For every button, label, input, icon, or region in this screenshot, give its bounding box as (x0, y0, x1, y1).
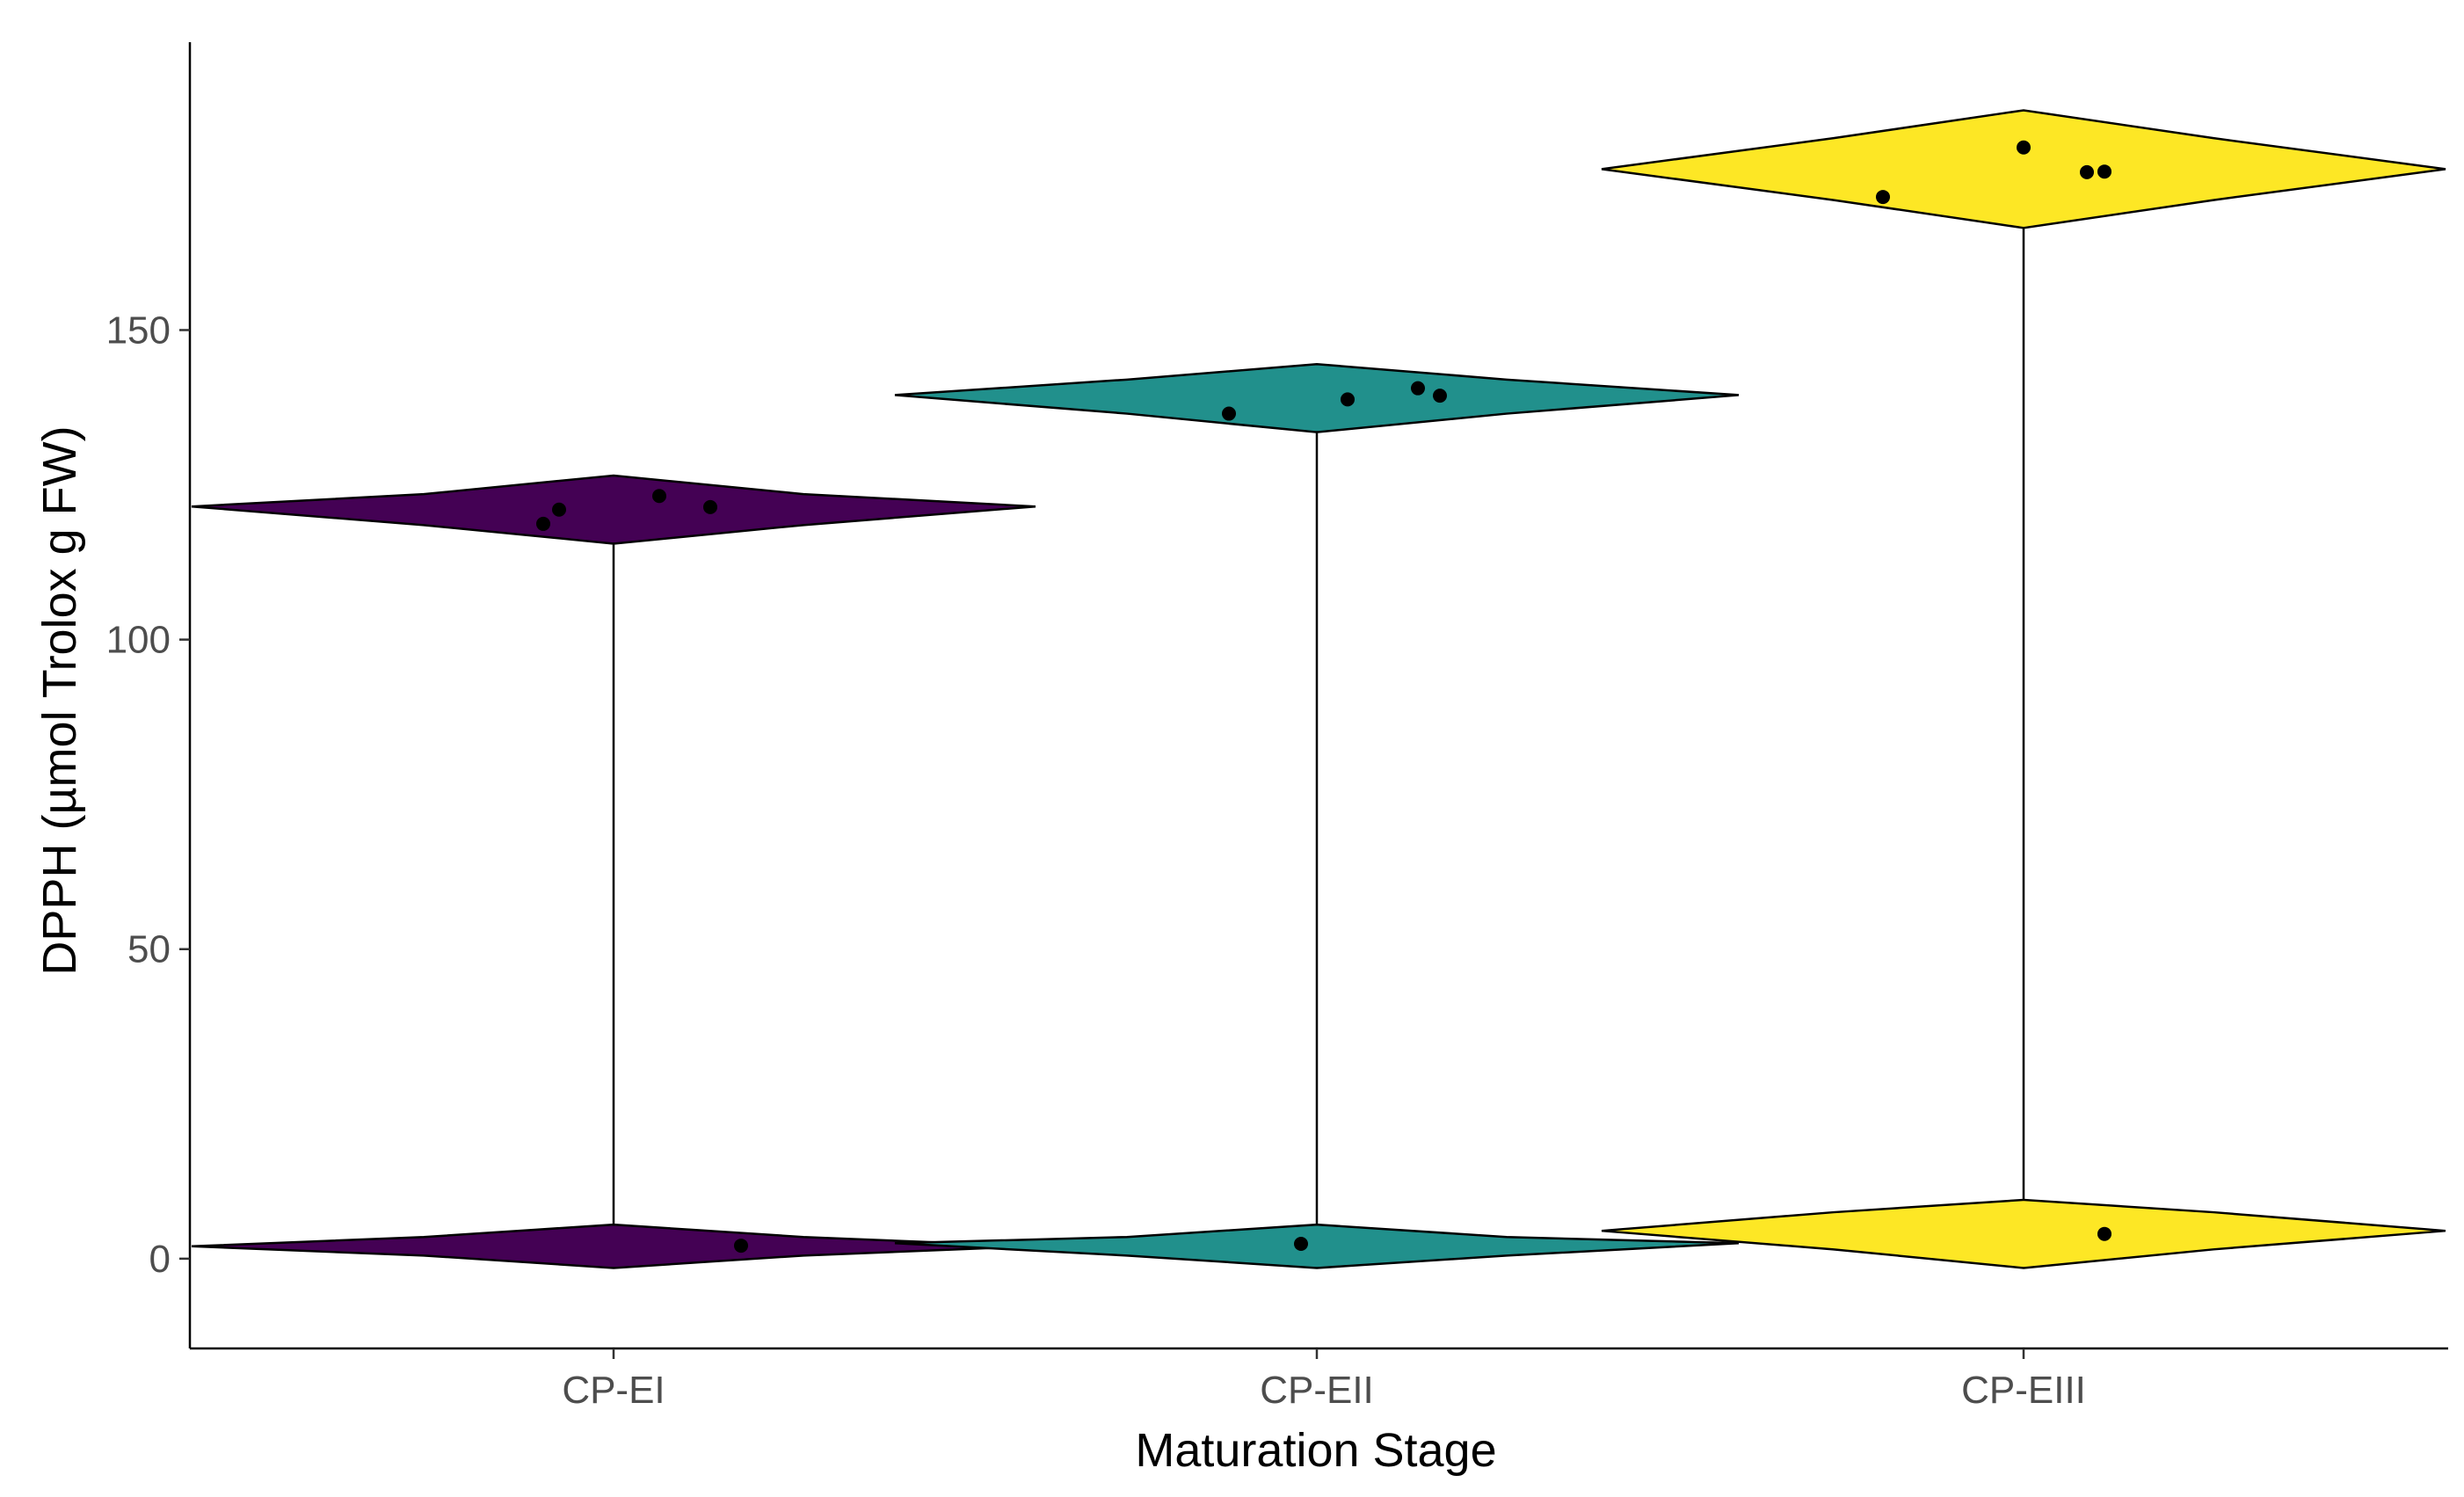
data-point (734, 1239, 748, 1254)
violin-cp-eiii (1601, 109, 2446, 1269)
data-point (2017, 140, 2031, 155)
x-tick-label: CP-EII (1260, 1369, 1374, 1412)
data-point (1222, 406, 1236, 421)
data-point (1876, 190, 1890, 205)
data-point (2097, 1226, 2111, 1241)
x-axis-title: Maturation Stage (1135, 1424, 1496, 1477)
y-axis-ticks: 0 50 100 150 (106, 309, 190, 1281)
point-layer (536, 140, 2111, 1254)
violin-layer (191, 109, 2446, 1269)
y-tick-label: 50 (127, 928, 171, 971)
y-tick-label: 0 (149, 1238, 171, 1281)
x-axis-ticks: CP-EI CP-EII CP-EIII (562, 1348, 2086, 1412)
data-point (2097, 164, 2111, 179)
violin-cp-eii (894, 362, 1740, 1269)
data-point (1411, 381, 1425, 396)
data-point (2080, 164, 2094, 179)
x-tick-label: CP-EIII (1961, 1369, 2086, 1412)
y-axis-title: DPPH (µmol Trolox g FW) (33, 425, 86, 975)
data-point (1433, 389, 1447, 403)
data-point (1341, 392, 1355, 407)
y-tick-label: 150 (106, 309, 171, 352)
data-point (1294, 1236, 1308, 1251)
data-point (536, 516, 550, 531)
y-tick-label: 100 (106, 619, 171, 662)
x-tick-label: CP-EI (562, 1369, 665, 1412)
violin-cp-ei (191, 474, 1036, 1269)
data-point (552, 502, 566, 517)
data-point (652, 489, 666, 504)
data-point (703, 499, 717, 514)
